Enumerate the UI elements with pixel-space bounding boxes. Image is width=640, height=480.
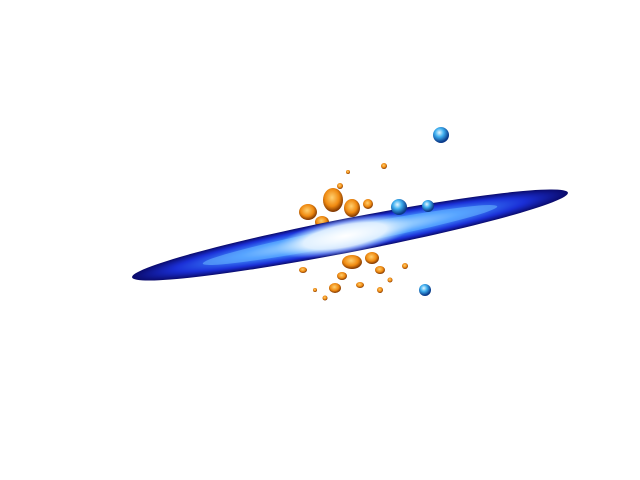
orange-clumps-front bbox=[299, 252, 408, 301]
orange-clumps-back bbox=[299, 163, 387, 228]
satellite bbox=[422, 200, 434, 212]
satellite bbox=[433, 127, 449, 143]
satellite bbox=[391, 199, 407, 215]
galaxy-disk bbox=[132, 189, 568, 281]
satellites bbox=[391, 127, 449, 296]
satellite bbox=[419, 284, 431, 296]
